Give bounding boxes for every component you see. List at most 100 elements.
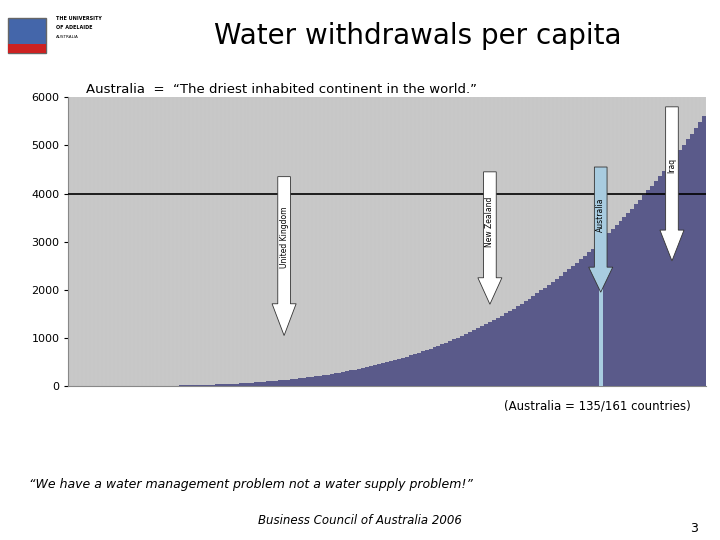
Bar: [639, 200, 642, 386]
Bar: [567, 269, 571, 386]
Bar: [318, 376, 322, 386]
Bar: [405, 356, 409, 386]
Bar: [302, 378, 306, 386]
Bar: [658, 176, 662, 386]
Bar: [357, 369, 361, 386]
Bar: [428, 349, 433, 386]
Bar: [536, 293, 539, 386]
Bar: [413, 354, 417, 386]
Bar: [476, 328, 480, 386]
Bar: [385, 362, 389, 386]
Bar: [333, 373, 338, 386]
Bar: [508, 311, 512, 386]
Text: Australia  =  “The driest inhabited continent in the world.”: Australia = “The driest inhabited contin…: [86, 83, 477, 96]
Bar: [702, 117, 706, 386]
Bar: [191, 385, 195, 386]
Bar: [361, 368, 365, 386]
Bar: [354, 369, 357, 386]
Bar: [290, 379, 294, 386]
Bar: [262, 382, 266, 386]
Bar: [626, 213, 631, 386]
Bar: [286, 380, 290, 386]
Bar: [266, 381, 270, 386]
Bar: [686, 139, 690, 386]
Bar: [377, 364, 381, 386]
Text: THE UNIVERSITY: THE UNIVERSITY: [56, 16, 102, 21]
Text: Iraq: Iraq: [667, 158, 677, 173]
Bar: [425, 350, 428, 386]
Bar: [417, 353, 420, 386]
Bar: [539, 291, 544, 386]
Bar: [670, 161, 674, 386]
Bar: [690, 134, 694, 386]
Bar: [480, 326, 484, 386]
Bar: [346, 371, 349, 386]
Bar: [219, 384, 222, 386]
Bar: [654, 181, 658, 386]
Text: OF ADELAIDE: OF ADELAIDE: [56, 25, 92, 30]
Bar: [516, 306, 520, 386]
Text: Water withdrawals per capita: Water withdrawals per capita: [214, 23, 621, 50]
Text: New Zealand: New Zealand: [485, 197, 495, 247]
Bar: [607, 233, 611, 386]
Bar: [611, 230, 615, 386]
Bar: [452, 339, 456, 386]
Bar: [349, 370, 354, 386]
Bar: [238, 383, 243, 386]
Bar: [460, 336, 464, 386]
Bar: [397, 359, 401, 386]
FancyArrow shape: [589, 167, 613, 292]
Bar: [552, 282, 555, 386]
Bar: [314, 376, 318, 386]
Bar: [682, 145, 686, 386]
Bar: [401, 358, 405, 386]
Bar: [531, 296, 536, 386]
Text: United Kingdom: United Kingdom: [279, 206, 289, 268]
FancyBboxPatch shape: [8, 18, 46, 53]
FancyArrow shape: [660, 107, 684, 261]
Bar: [468, 332, 472, 386]
Bar: [203, 385, 207, 386]
FancyArrow shape: [272, 177, 296, 335]
Bar: [282, 380, 286, 386]
Bar: [270, 381, 274, 386]
Bar: [441, 344, 444, 386]
Text: AUSTRALIA: AUSTRALIA: [56, 35, 78, 39]
Bar: [650, 186, 654, 386]
Text: 3: 3: [690, 522, 698, 535]
Bar: [369, 366, 373, 386]
Bar: [631, 208, 634, 386]
Bar: [246, 383, 251, 386]
Bar: [698, 123, 702, 386]
Bar: [500, 316, 504, 386]
Bar: [195, 385, 199, 386]
Bar: [420, 352, 425, 386]
Bar: [615, 225, 618, 386]
FancyArrow shape: [478, 172, 502, 304]
Bar: [603, 237, 607, 386]
Bar: [294, 379, 298, 386]
Bar: [227, 384, 230, 386]
Bar: [642, 195, 647, 386]
Bar: [634, 204, 639, 386]
Text: “We have a water management problem not a water supply problem!”: “We have a water management problem not …: [29, 478, 472, 491]
Bar: [528, 299, 531, 386]
Bar: [274, 381, 278, 386]
Bar: [591, 248, 595, 386]
Bar: [547, 285, 552, 386]
Bar: [298, 379, 302, 386]
Bar: [341, 372, 346, 386]
Bar: [520, 304, 523, 386]
Bar: [222, 384, 227, 386]
Bar: [254, 382, 258, 386]
Bar: [389, 361, 393, 386]
Bar: [544, 288, 547, 386]
Bar: [322, 375, 325, 386]
Bar: [444, 342, 449, 386]
Bar: [310, 377, 314, 386]
Bar: [393, 360, 397, 386]
Bar: [373, 365, 377, 386]
Text: (Australia = 135/161 countries): (Australia = 135/161 countries): [505, 400, 691, 413]
Text: Business Council of Australia 2006: Business Council of Australia 2006: [258, 514, 462, 527]
Bar: [243, 383, 246, 386]
